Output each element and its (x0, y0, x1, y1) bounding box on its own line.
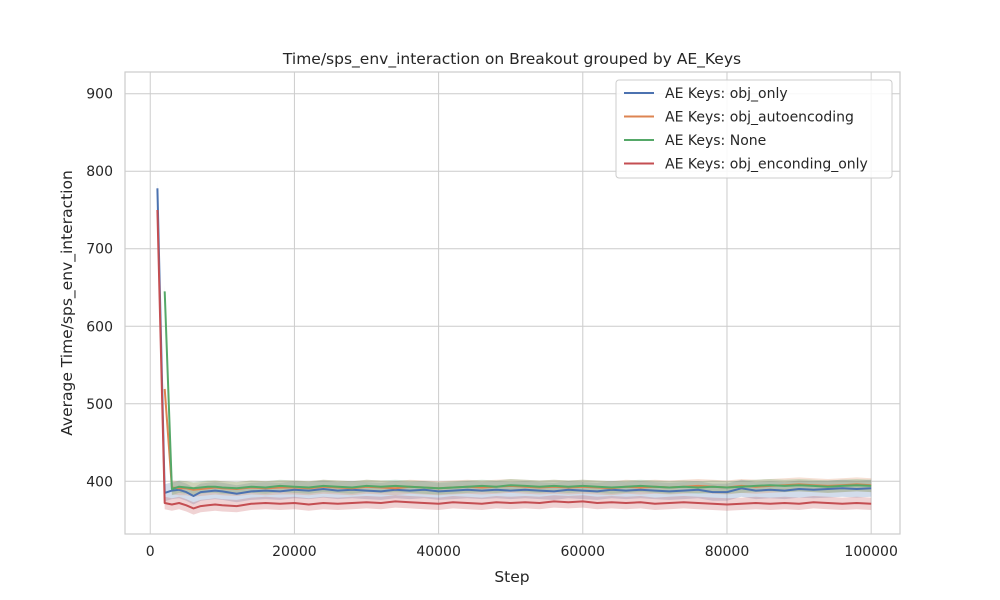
legend-label-1: AE Keys: obj_autoencoding (665, 110, 854, 126)
chart-title: Time/sps_env_interaction on Breakout gro… (282, 50, 741, 69)
y-tick-label: 800 (86, 164, 113, 180)
y-tick-label: 500 (86, 397, 113, 413)
x-tick-label: 0 (146, 544, 155, 560)
x-tick-label: 80000 (705, 544, 750, 560)
series-line-0 (156, 188, 872, 497)
legend-label-2: AE Keys: None (665, 133, 766, 149)
legend: AE Keys: obj_only AE Keys: obj_autoencodi… (615, 79, 893, 179)
legend-label-0: AE Keys: obj_only (665, 86, 788, 102)
x-tick-label: 20000 (272, 544, 317, 560)
x-tick-label: 40000 (416, 544, 461, 560)
x-tick-label: 100000 (844, 544, 897, 560)
series-line-2 (163, 291, 872, 490)
y-tick-labels: 400 500 600 700 800 900 (86, 87, 113, 491)
series-lines (156, 188, 872, 510)
plot-frame (124, 71, 901, 535)
x-tick-labels: 0 20000 40000 60000 80000 100000 (146, 544, 898, 560)
series-line-3 (156, 209, 872, 510)
y-tick-label: 900 (86, 87, 113, 103)
y-tick-label: 700 (86, 242, 113, 258)
legend-box (615, 79, 893, 179)
legend-label-3: AE Keys: obj_enconding_only (665, 157, 868, 173)
x-axis-label: Step (494, 568, 529, 586)
y-axis-label: Average Time/sps_env_interaction (58, 170, 77, 436)
y-tick-label: 600 (86, 319, 113, 335)
x-tick-label: 60000 (561, 544, 606, 560)
y-tick-label: 400 (86, 474, 113, 490)
